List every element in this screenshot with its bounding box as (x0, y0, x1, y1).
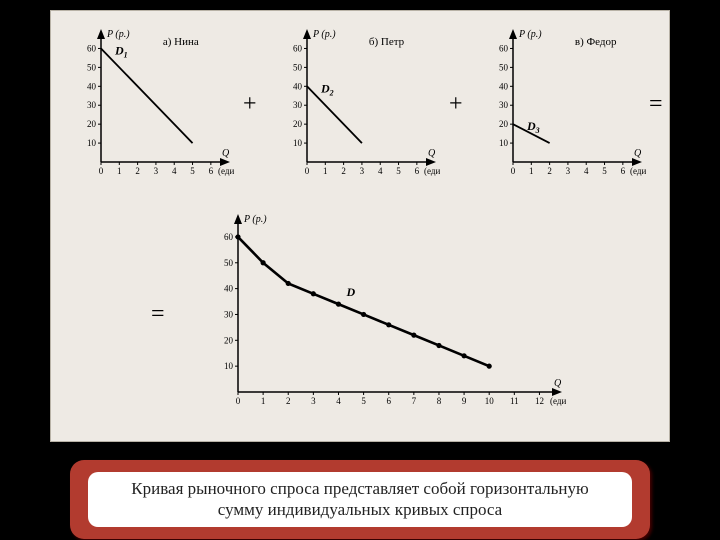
svg-text:Q: Q (428, 148, 436, 159)
svg-text:20: 20 (224, 335, 234, 345)
svg-text:10: 10 (224, 361, 234, 371)
svg-text:11: 11 (510, 396, 519, 406)
stage: 1020304050600123456P (р.)Q(един.)а) Нина… (0, 0, 720, 540)
svg-text:D1: D1 (114, 43, 128, 59)
svg-text:5: 5 (190, 166, 195, 176)
svg-text:0: 0 (236, 396, 241, 406)
svg-text:1: 1 (323, 166, 328, 176)
svg-text:30: 30 (293, 100, 303, 110)
svg-text:20: 20 (87, 119, 97, 129)
svg-text:1: 1 (529, 166, 534, 176)
svg-text:0: 0 (99, 166, 104, 176)
demand-chart-nina: 10 20 30 40 50 60 0 1 2 3 4 5 6 P (р.) Q (един.) а) Нина… (69, 21, 234, 186)
svg-text:6: 6 (386, 396, 391, 406)
svg-text:20: 20 (293, 119, 303, 129)
figure-panel: 1020304050600123456P (р.)Q(един.)а) Нина… (50, 10, 670, 442)
svg-text:2: 2 (135, 166, 140, 176)
demand-chart-fedor: 10 20 30 40 50 60 0 1 2 3 4 5 6 P (р.) Q (един.) в) Федо… (481, 21, 646, 186)
demand-chart-petr: 10 20 30 40 50 60 0 1 2 3 4 5 6 P (р.) Q (един.) б) Петр… (275, 21, 440, 186)
equals-operator-top: = (649, 91, 663, 118)
svg-text:12: 12 (535, 396, 544, 406)
caption-text: Кривая рыночного спроса представляет соб… (88, 472, 632, 527)
svg-text:2: 2 (547, 166, 552, 176)
svg-text:10: 10 (485, 396, 495, 406)
svg-text:Q: Q (634, 148, 642, 159)
svg-text:6: 6 (621, 166, 626, 176)
market-demand-chart: 1020304050600123456789101112P (р.)Q(един… (206, 206, 566, 416)
svg-text:50: 50 (499, 62, 509, 72)
svg-text:40: 40 (224, 284, 234, 294)
svg-text:30: 30 (224, 309, 234, 319)
svg-text:5: 5 (396, 166, 401, 176)
svg-text:4: 4 (336, 396, 341, 406)
svg-text:(един.): (един.) (550, 396, 566, 406)
svg-text:(един.): (един.) (424, 166, 440, 176)
svg-text:3: 3 (154, 166, 159, 176)
svg-text:б) Петр: б) Петр (369, 36, 405, 48)
svg-text:0: 0 (511, 166, 516, 176)
svg-text:P (р.): P (р.) (243, 214, 267, 225)
svg-text:30: 30 (87, 100, 97, 110)
svg-text:(един.): (един.) (630, 166, 646, 176)
svg-text:3: 3 (360, 166, 365, 176)
svg-text:Q: Q (222, 148, 230, 159)
svg-text:40: 40 (87, 81, 97, 91)
svg-text:50: 50 (87, 62, 97, 72)
svg-text:3: 3 (311, 396, 316, 406)
svg-text:P (р.): P (р.) (312, 29, 336, 40)
svg-text:0: 0 (305, 166, 310, 176)
svg-text:3: 3 (566, 166, 571, 176)
svg-text:6: 6 (209, 166, 214, 176)
svg-text:50: 50 (224, 258, 234, 268)
svg-text:1: 1 (261, 396, 266, 406)
svg-text:D: D (345, 285, 355, 299)
svg-text:50: 50 (293, 62, 303, 72)
svg-text:4: 4 (172, 166, 177, 176)
svg-text:5: 5 (602, 166, 607, 176)
svg-text:40: 40 (499, 81, 509, 91)
svg-text:D3: D3 (526, 119, 540, 135)
svg-text:10: 10 (293, 138, 303, 148)
svg-text:P (р.): P (р.) (518, 29, 542, 40)
caption-box: Кривая рыночного спроса представляет соб… (70, 460, 650, 539)
svg-text:8: 8 (437, 396, 442, 406)
svg-text:(един.): (един.) (218, 166, 234, 176)
svg-text:10: 10 (499, 138, 509, 148)
svg-text:40: 40 (293, 81, 303, 91)
svg-text:60: 60 (87, 43, 97, 53)
svg-text:5: 5 (361, 396, 366, 406)
svg-text:60: 60 (224, 232, 234, 242)
svg-text:в) Федор: в) Федор (575, 36, 617, 48)
svg-text:Q: Q (554, 378, 562, 389)
caption-line1: Кривая рыночного спроса представляет соб… (131, 479, 588, 498)
svg-text:6: 6 (415, 166, 420, 176)
plus-operator-1: + (243, 91, 257, 118)
svg-text:D2: D2 (320, 81, 334, 97)
svg-text:9: 9 (462, 396, 467, 406)
svg-text:2: 2 (286, 396, 291, 406)
svg-text:60: 60 (499, 43, 509, 53)
svg-text:20: 20 (499, 119, 509, 129)
caption-line2: сумму индивидуальных кривых спроса (218, 500, 502, 519)
svg-text:7: 7 (412, 396, 417, 406)
svg-text:а) Нина: а) Нина (163, 36, 199, 48)
svg-text:1: 1 (117, 166, 122, 176)
svg-text:4: 4 (378, 166, 383, 176)
plus-operator-2: + (449, 91, 463, 118)
equals-operator-left: = (151, 301, 165, 328)
svg-text:10: 10 (87, 138, 97, 148)
svg-text:4: 4 (584, 166, 589, 176)
svg-text:60: 60 (293, 43, 303, 53)
svg-text:P (р.): P (р.) (106, 29, 130, 40)
svg-text:2: 2 (341, 166, 346, 176)
svg-text:30: 30 (499, 100, 509, 110)
